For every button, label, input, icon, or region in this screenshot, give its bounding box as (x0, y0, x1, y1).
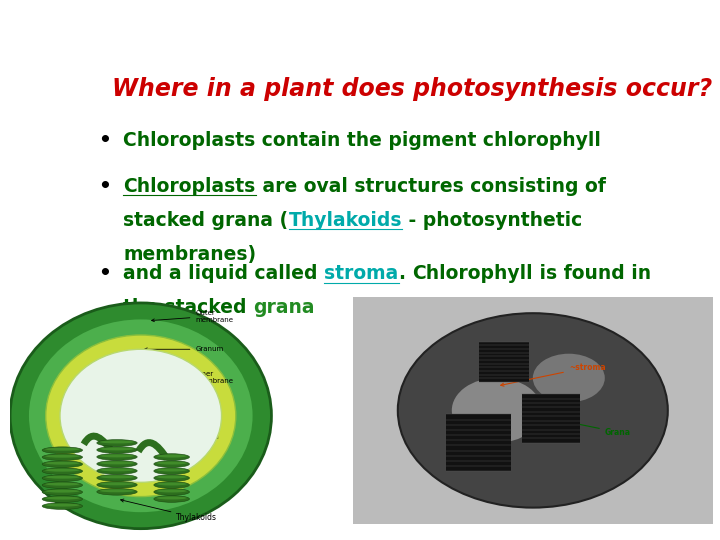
Text: and a liquid called: and a liquid called (124, 265, 325, 284)
Text: Where in a plant does photosynthesis occur?: Where in a plant does photosynthesis occ… (112, 77, 713, 102)
Ellipse shape (45, 476, 79, 478)
Text: Grana: Grana (554, 418, 631, 437)
Ellipse shape (100, 475, 134, 478)
Ellipse shape (45, 469, 79, 471)
Ellipse shape (42, 482, 83, 489)
Text: are oval structures consisting of: are oval structures consisting of (256, 177, 606, 196)
Text: grana: grana (253, 299, 315, 318)
Ellipse shape (156, 496, 186, 500)
Text: Stroma: Stroma (138, 403, 220, 409)
Text: Chlorophyll: Chlorophyll (413, 265, 533, 284)
Text: - photosynthetic: - photosynthetic (402, 211, 582, 230)
Ellipse shape (96, 454, 138, 460)
Ellipse shape (154, 475, 189, 481)
Ellipse shape (96, 468, 138, 474)
Ellipse shape (397, 313, 668, 508)
Text: membranes): membranes) (124, 245, 256, 264)
Text: stacked grana (: stacked grana ( (124, 211, 289, 230)
Ellipse shape (154, 489, 189, 495)
Ellipse shape (45, 504, 79, 507)
Ellipse shape (42, 468, 83, 475)
Text: Outer
membrane: Outer membrane (152, 309, 233, 322)
Ellipse shape (45, 335, 235, 497)
Ellipse shape (154, 482, 189, 488)
Text: .: . (399, 265, 413, 284)
Ellipse shape (60, 349, 222, 482)
Ellipse shape (42, 461, 83, 468)
Ellipse shape (154, 454, 189, 461)
Ellipse shape (42, 496, 83, 502)
Text: Thylakoids: Thylakoids (121, 499, 217, 523)
Ellipse shape (45, 455, 79, 458)
Text: Lumen: Lumen (128, 434, 219, 440)
Ellipse shape (156, 489, 186, 492)
Ellipse shape (42, 447, 83, 454)
Text: •: • (99, 131, 112, 150)
Ellipse shape (100, 482, 134, 485)
Text: Chloroplasts contain the pigment chlorophyll: Chloroplasts contain the pigment chlorop… (124, 131, 601, 150)
Ellipse shape (10, 303, 271, 529)
Ellipse shape (156, 469, 186, 471)
Ellipse shape (96, 475, 138, 481)
Bar (479, 342, 529, 382)
Ellipse shape (156, 462, 186, 464)
Bar (522, 394, 580, 443)
Text: •: • (99, 177, 112, 196)
Ellipse shape (533, 354, 605, 402)
Ellipse shape (156, 483, 186, 485)
Text: •: • (99, 265, 112, 284)
Ellipse shape (100, 441, 134, 443)
Text: the stacked: the stacked (124, 299, 253, 318)
Ellipse shape (100, 461, 134, 464)
Ellipse shape (100, 489, 134, 492)
Ellipse shape (96, 461, 138, 467)
Ellipse shape (45, 490, 79, 492)
Ellipse shape (28, 319, 253, 513)
Ellipse shape (100, 448, 134, 450)
Ellipse shape (42, 503, 83, 509)
Ellipse shape (156, 476, 186, 478)
Ellipse shape (154, 461, 189, 467)
Text: Chloroplasts: Chloroplasts (124, 177, 256, 196)
Ellipse shape (100, 468, 134, 471)
Bar (446, 415, 511, 471)
Ellipse shape (42, 489, 83, 495)
Ellipse shape (42, 475, 83, 482)
Text: Thylakoids: Thylakoids (289, 211, 402, 230)
Text: is found in: is found in (533, 265, 651, 284)
Text: stroma: stroma (325, 265, 399, 284)
Text: Inner
membrane: Inner membrane (145, 372, 233, 384)
Ellipse shape (96, 489, 138, 495)
Text: Granum: Granum (145, 346, 224, 352)
Text: ~stroma: ~stroma (500, 363, 606, 386)
Ellipse shape (154, 468, 189, 474)
Ellipse shape (452, 378, 541, 443)
Ellipse shape (45, 497, 79, 500)
Ellipse shape (45, 448, 79, 451)
Ellipse shape (45, 462, 79, 465)
Ellipse shape (156, 455, 186, 457)
Ellipse shape (45, 483, 79, 485)
Ellipse shape (96, 447, 138, 453)
Ellipse shape (100, 454, 134, 457)
Ellipse shape (154, 496, 189, 502)
Ellipse shape (42, 454, 83, 461)
Ellipse shape (96, 440, 138, 446)
Ellipse shape (96, 482, 138, 488)
